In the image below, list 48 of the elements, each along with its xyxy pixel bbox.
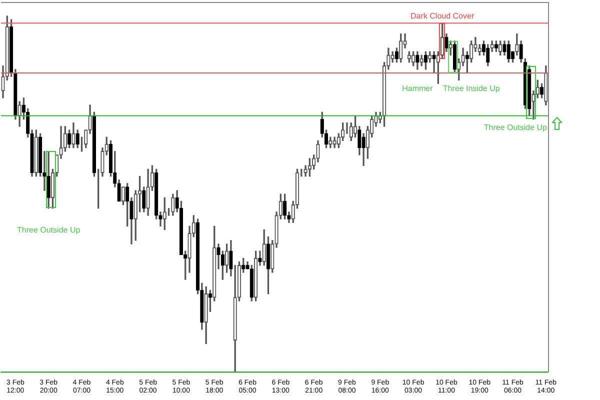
candlestick bbox=[168, 208, 170, 216]
candlestick bbox=[341, 122, 345, 141]
candlestick bbox=[146, 168, 150, 216]
candlestick bbox=[134, 190, 138, 241]
annotation: Three Inside Up bbox=[442, 84, 500, 94]
annotation: Three Outside Up bbox=[17, 226, 81, 235]
candlestick bbox=[212, 226, 216, 302]
annotation: Three Outside Up bbox=[484, 122, 548, 132]
candlestick bbox=[18, 101, 22, 127]
candlestick bbox=[67, 130, 72, 148]
candlestick bbox=[246, 261, 250, 270]
candlestick bbox=[416, 51, 420, 70]
candlestick bbox=[254, 250, 258, 302]
candlestick bbox=[490, 40, 494, 52]
candlestick bbox=[461, 48, 465, 66]
candlestick bbox=[171, 194, 175, 216]
candlestick bbox=[494, 40, 498, 52]
candlestick bbox=[72, 122, 76, 148]
candlestick bbox=[233, 265, 237, 373]
candlestick bbox=[332, 136, 336, 148]
candlestick bbox=[432, 51, 436, 74]
candlestick bbox=[349, 122, 353, 141]
candlestick bbox=[229, 240, 233, 276]
candlestick bbox=[100, 147, 104, 177]
candlestick bbox=[532, 90, 536, 120]
candlestick bbox=[399, 33, 403, 63]
candlestick bbox=[142, 186, 146, 212]
candlestick bbox=[486, 44, 490, 66]
candlestick bbox=[204, 286, 208, 344]
candlestick bbox=[262, 229, 266, 266]
annotation: Hammer bbox=[402, 84, 434, 94]
candlestick bbox=[162, 197, 166, 230]
candlestick bbox=[76, 130, 80, 148]
candlestick bbox=[515, 33, 519, 56]
candlestick bbox=[362, 133, 366, 166]
candlestick bbox=[121, 186, 126, 206]
candlestick bbox=[506, 40, 510, 63]
candlestick bbox=[444, 33, 448, 52]
candlestick bbox=[544, 66, 548, 106]
candlestick bbox=[282, 194, 287, 220]
candlestick bbox=[448, 40, 452, 56]
candlestick bbox=[304, 165, 308, 177]
candlestick bbox=[502, 40, 506, 56]
candlestick bbox=[46, 151, 50, 209]
candlestick bbox=[188, 226, 192, 273]
candlestick bbox=[498, 40, 502, 56]
candlestick bbox=[316, 140, 320, 162]
annotation: Dark Cloud Cover bbox=[410, 11, 474, 20]
